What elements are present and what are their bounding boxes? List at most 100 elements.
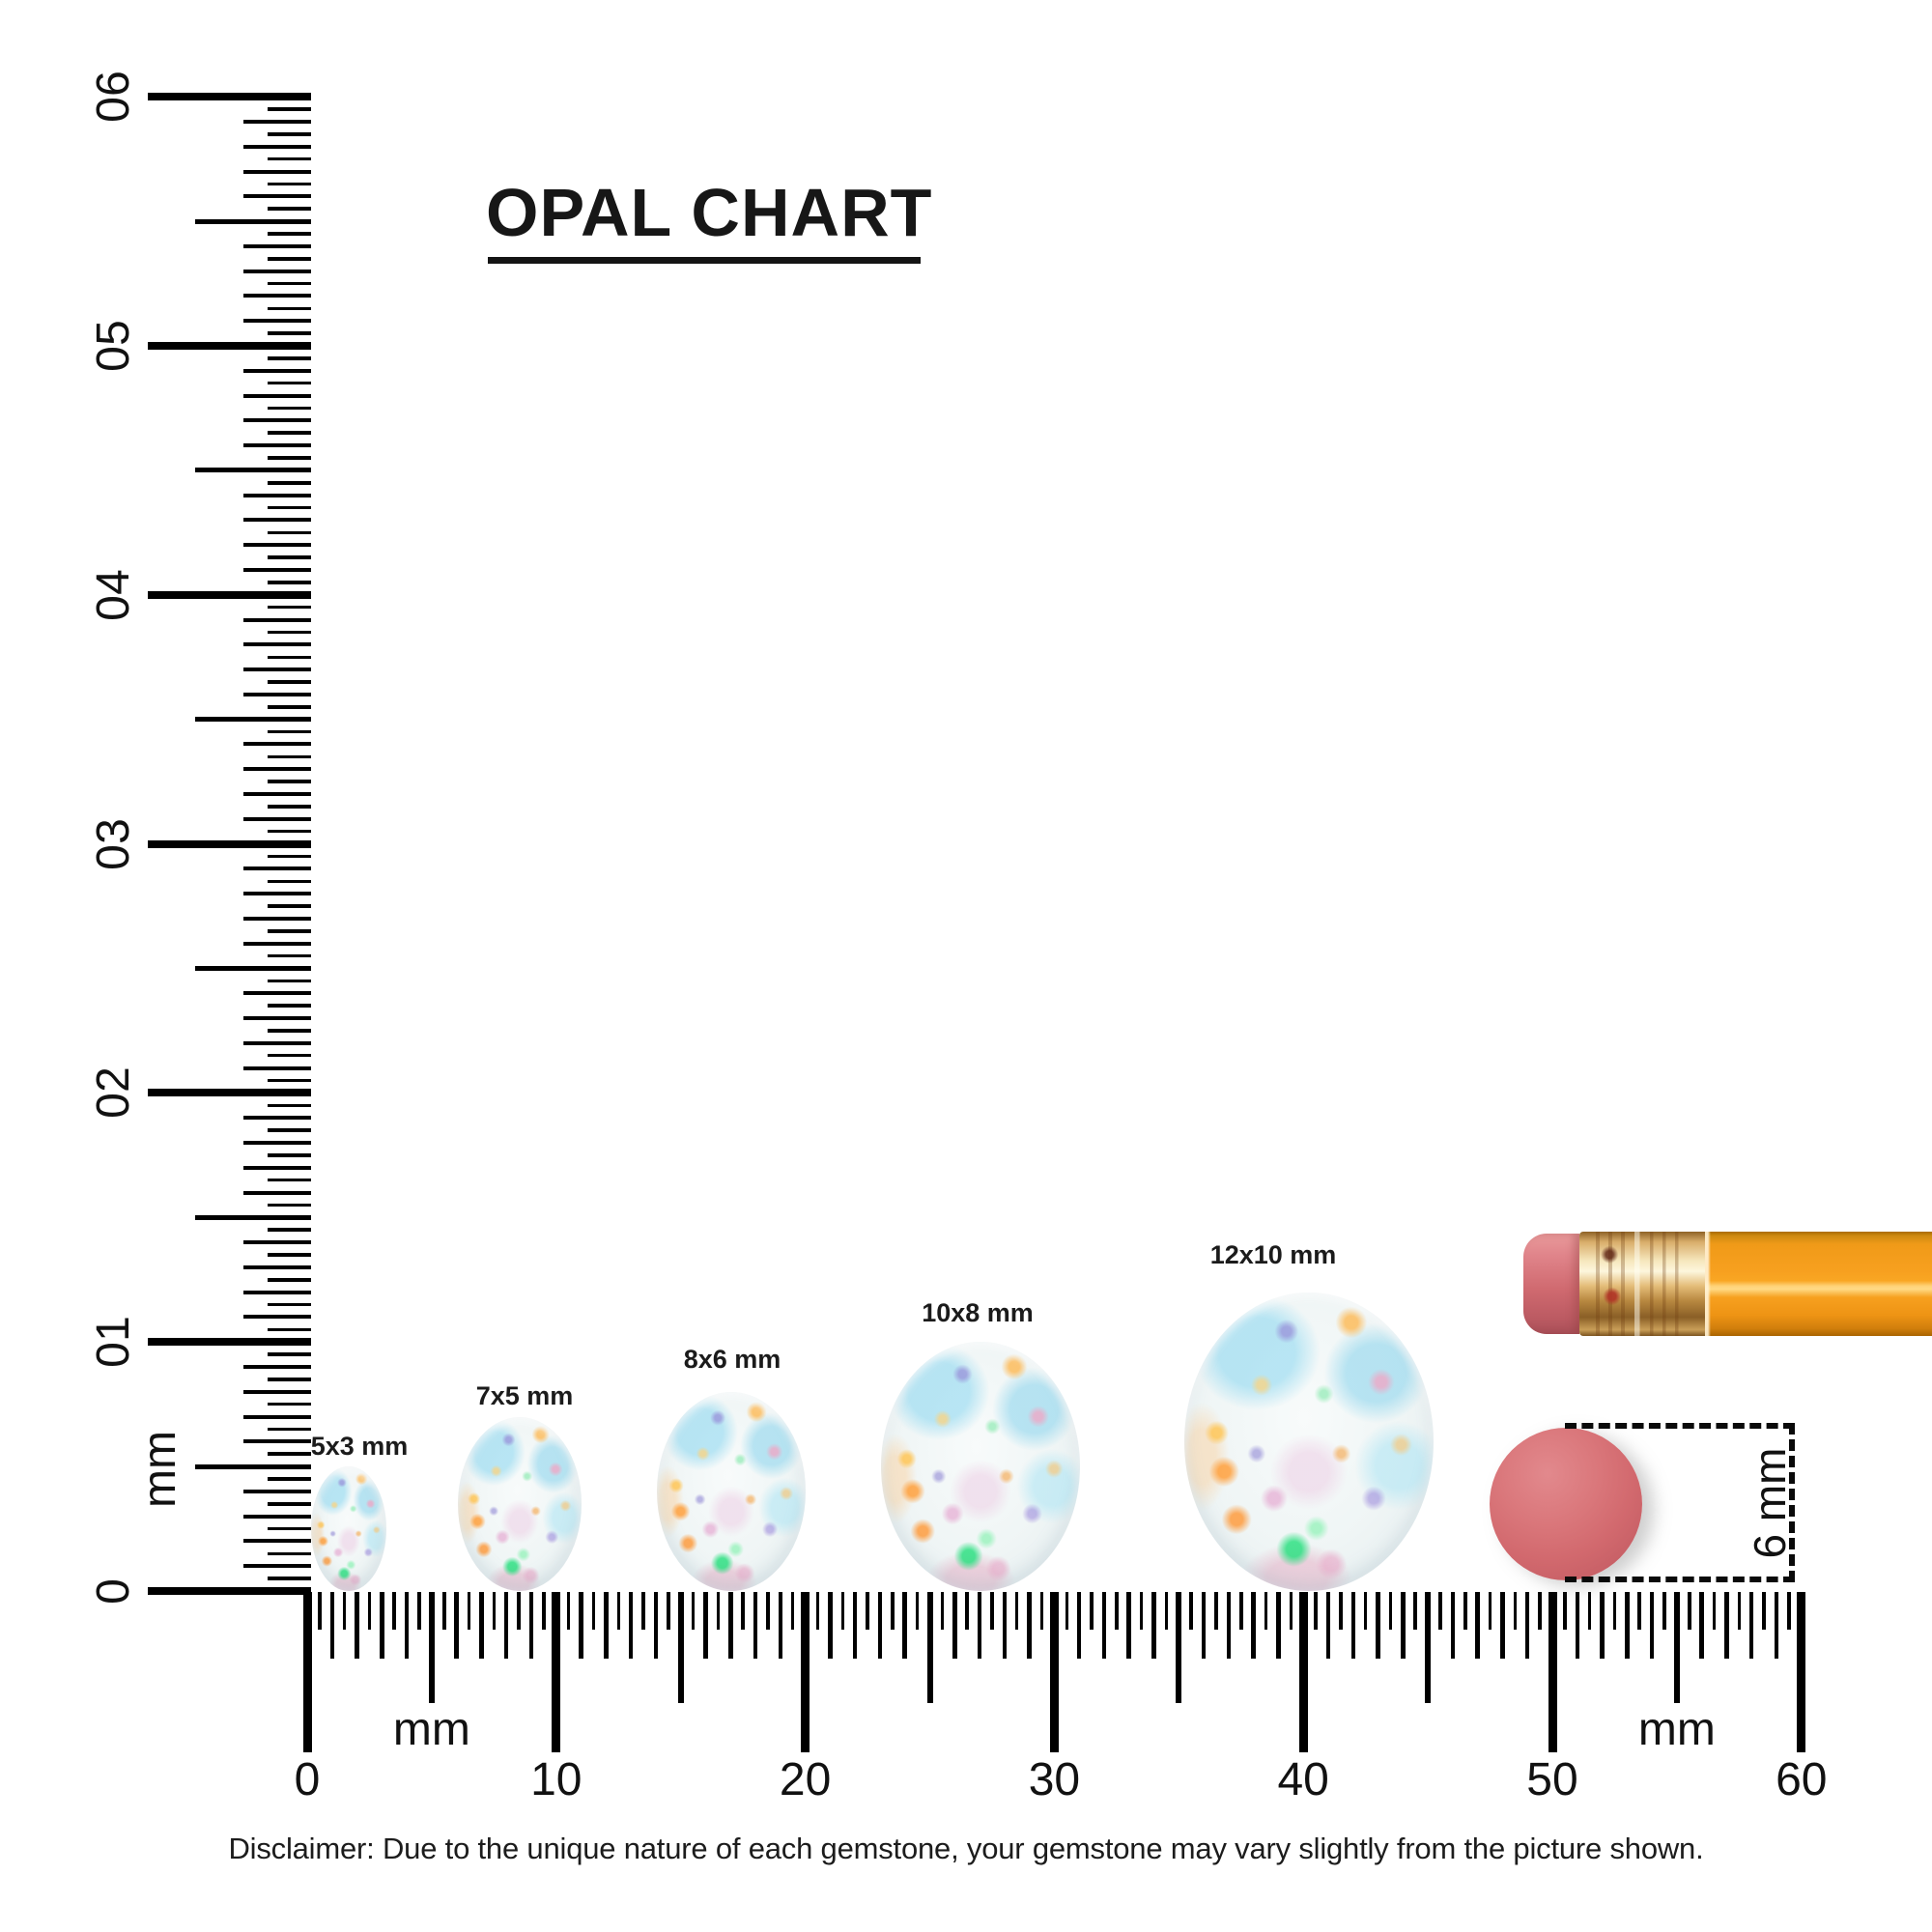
ruler-tick [952,1592,957,1659]
ruler-tick [1388,1592,1393,1630]
ruler-tick [691,1592,696,1630]
ruler-tick [148,1587,311,1595]
ruler-tick [268,929,311,933]
ruler-tick [268,1477,311,1481]
ruler-tick [1712,1592,1717,1630]
ruler-tick [243,1439,311,1444]
ruler-tick [778,1592,783,1659]
ruler-tick [268,1228,311,1232]
ruler-tick [990,1592,994,1630]
ruler-tick [1350,1592,1355,1659]
ruler-tick [1488,1592,1492,1630]
ruler-tick [268,630,311,635]
ruler-tick [1039,1592,1044,1630]
ruler-tick [268,805,311,809]
ruler-tick [268,1327,311,1332]
ruler-tick [866,1592,869,1630]
horizontal-ruler-number: 0 [294,1754,321,1805]
pencil-illustration [1523,1232,1932,1336]
ruler-tick [268,381,311,385]
ruler-tick [628,1592,634,1659]
ruler-tick [268,1278,311,1282]
ruler-tick [852,1592,858,1659]
ruler-tick [1201,1592,1207,1659]
ruler-tick [243,568,311,573]
ruler-tick [1376,1592,1380,1659]
ruler-tick [1524,1592,1530,1659]
ruler-tick [268,655,311,659]
ruler-tick [1575,1592,1580,1659]
ruler-tick [479,1592,484,1659]
ruler-tick [268,1302,311,1307]
ruler-tick [1189,1592,1193,1630]
ruler-tick [940,1592,945,1630]
pencil-ferrule [1579,1232,1705,1336]
ruler-tick [243,1290,311,1294]
ruler-tick [1139,1592,1144,1630]
ruler-tick [268,879,311,884]
ruler-tick [243,617,311,622]
opal-8x6mm [656,1391,807,1591]
ruler-tick [268,1378,311,1381]
ruler-tick [1662,1592,1666,1630]
ruler-tick [268,306,311,311]
ruler-tick [1699,1592,1704,1659]
measurement-dashed-box [1565,1423,1795,1582]
ruler-tick [1226,1592,1232,1659]
ruler-tick [243,493,311,497]
ruler-tick [268,1352,311,1356]
ruler-tick [268,780,311,783]
ruler-tick [1637,1592,1641,1630]
ruler-tick [1115,1592,1119,1630]
ruler-tick [877,1592,883,1659]
ruler-tick [1325,1592,1331,1659]
ruler-tick [753,1592,758,1659]
ruler-tick [243,941,311,946]
title-underline [488,257,921,264]
ruler-tick [268,705,311,709]
ruler-tick [148,1338,311,1347]
ruler-tick [243,991,311,996]
ruler-tick [243,1564,311,1569]
ruler-tick [367,1592,372,1630]
ruler-tick [268,854,311,859]
ruler-tick [703,1592,708,1659]
ruler-tick [1276,1592,1281,1659]
ruler-tick [503,1592,509,1659]
ruler-tick [1126,1592,1131,1659]
ruler-tick [1774,1592,1779,1659]
ruler-tick [552,1592,561,1752]
ruler-tick [268,481,311,485]
ruler-tick [1413,1592,1417,1630]
ruler-tick [677,1592,684,1703]
ruler-tick [243,169,311,174]
ruler-tick [243,269,311,273]
horizontal-ruler-unit-label-left: mm [392,1704,470,1755]
opal-size-label: 8x6 mm [683,1345,781,1374]
opal-10x8mm [880,1342,1081,1591]
vertical-ruler-unit-label: mm [134,1431,185,1508]
ruler-tick [828,1592,833,1659]
horizontal-ruler-number: 20 [779,1754,832,1805]
ruler-tick [195,717,311,723]
ruler-tick [268,156,311,161]
ruler-tick [268,1452,311,1456]
ruler-tick [404,1592,410,1659]
ruler-tick [1673,1592,1680,1703]
opal-5x3mm [311,1466,386,1591]
ruler-tick [268,1402,311,1406]
ruler-tick [977,1592,982,1659]
ruler-tick [268,132,311,136]
ruler-tick [566,1592,571,1630]
horizontal-ruler-number: 30 [1028,1754,1081,1805]
horizontal-ruler-number: 60 [1776,1754,1828,1805]
ruler-tick [243,1240,311,1245]
ruler-tick [268,754,311,759]
ruler-tick [1625,1592,1630,1659]
ruler-tick [243,393,311,398]
ruler-tick [329,1592,335,1659]
ruler-tick [1014,1592,1019,1630]
